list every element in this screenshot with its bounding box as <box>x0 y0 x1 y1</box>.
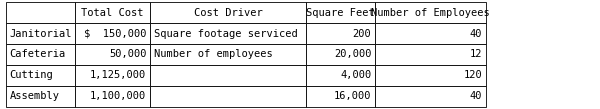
Text: 50,000: 50,000 <box>109 49 146 60</box>
Text: 120: 120 <box>464 70 482 80</box>
Text: Cost Driver: Cost Driver <box>194 8 262 18</box>
Text: Number of employees: Number of employees <box>154 49 272 60</box>
Bar <box>75 2 150 23</box>
Bar <box>150 44 306 65</box>
Bar <box>150 23 306 44</box>
Text: Total Cost: Total Cost <box>81 8 144 18</box>
Bar <box>375 65 486 86</box>
Bar <box>306 2 375 23</box>
Bar <box>75 86 150 107</box>
Bar <box>306 86 375 107</box>
Bar <box>306 65 375 86</box>
Bar <box>306 44 375 65</box>
Bar <box>306 23 375 44</box>
Bar <box>75 44 150 65</box>
Text: 1,125,000: 1,125,000 <box>90 70 146 80</box>
Text: Square Feet: Square Feet <box>306 8 375 18</box>
Bar <box>75 23 150 44</box>
Text: 40: 40 <box>470 29 482 39</box>
Text: $  150,000: $ 150,000 <box>84 29 146 39</box>
Text: Assembly: Assembly <box>10 91 59 101</box>
Bar <box>375 86 486 107</box>
Text: Cutting: Cutting <box>10 70 53 80</box>
Text: 4,000: 4,000 <box>340 70 371 80</box>
Bar <box>6 86 75 107</box>
Text: Number of Employees: Number of Employees <box>371 8 490 18</box>
Text: 20,000: 20,000 <box>334 49 371 60</box>
Bar <box>150 2 306 23</box>
Bar <box>150 65 306 86</box>
Text: 1,100,000: 1,100,000 <box>90 91 146 101</box>
Text: Square footage serviced: Square footage serviced <box>154 29 298 39</box>
Bar <box>6 2 75 23</box>
Text: 40: 40 <box>470 91 482 101</box>
Bar <box>375 2 486 23</box>
Bar <box>6 23 75 44</box>
Bar <box>75 65 150 86</box>
Bar <box>375 44 486 65</box>
Bar <box>6 65 75 86</box>
Text: 12: 12 <box>470 49 482 60</box>
Bar <box>375 23 486 44</box>
Bar <box>6 44 75 65</box>
Text: 200: 200 <box>353 29 371 39</box>
Text: Janitorial: Janitorial <box>10 29 72 39</box>
Text: 16,000: 16,000 <box>334 91 371 101</box>
Text: Cafeteria: Cafeteria <box>10 49 66 60</box>
Bar <box>150 86 306 107</box>
